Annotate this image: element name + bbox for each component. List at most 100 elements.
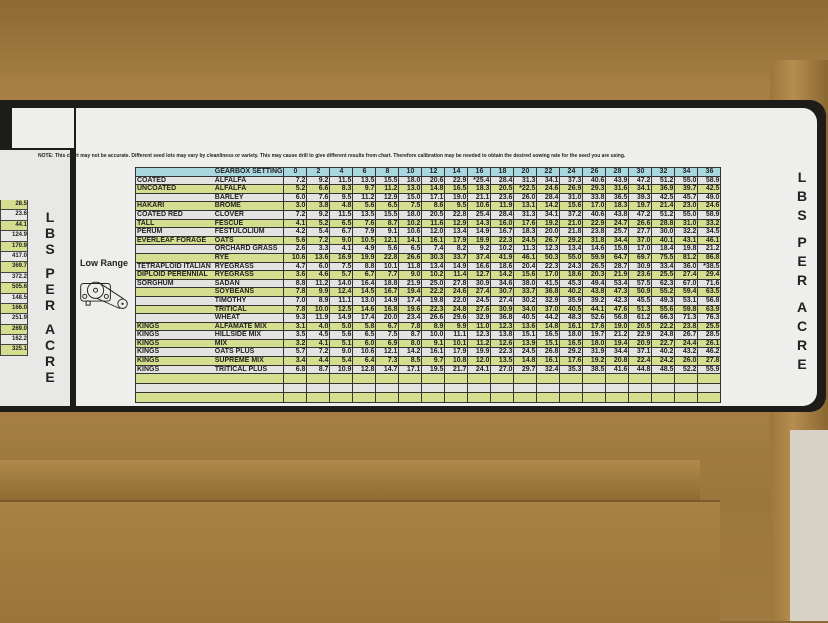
rate-cell: 25.5 [651, 270, 676, 280]
seed-cell: MIX [211, 338, 285, 349]
seed-cell: ALFALFA [211, 184, 285, 194]
empty-cell [605, 382, 630, 394]
setting-header: 16 [467, 167, 492, 177]
rate-cell: 12.3 [467, 330, 492, 340]
rate-cell: 21.9 [605, 270, 630, 280]
rate-cell: 27.8 [697, 356, 722, 366]
rate-cell: 43.8 [605, 209, 630, 220]
brand-cell: KINGS [134, 338, 212, 349]
seeding-rate-table: GEARBOX SETTING 0 2 4 6 8 10 12 14 16 18 20 22 24 26 28… [134, 167, 722, 403]
rate-cell: 24.8 [651, 330, 676, 340]
empty-cell [490, 392, 515, 403]
rate-cell: 16.6 [467, 261, 492, 272]
rate-cell: 19.7 [628, 201, 653, 211]
rate-cell: 27.7 [628, 227, 653, 237]
adjacent-chart [0, 150, 70, 406]
rate-cell: 5.6 [283, 235, 308, 246]
seed-cell: TRITICAL PLUS [211, 364, 285, 375]
rate-cell: 20.5 [421, 209, 446, 220]
rate-cell: 6.8 [283, 364, 308, 375]
rate-cell: 17.4 [352, 313, 377, 323]
rate-cell: 49.4 [582, 278, 607, 289]
rate-cell: 12.3 [490, 321, 515, 332]
rate-cell: 26.6 [628, 218, 653, 229]
range-label: Low Range [80, 258, 129, 268]
rate-cell: 44.8 [628, 364, 653, 375]
empty-cell [375, 392, 400, 403]
rate-cell: 59.8 [674, 304, 699, 315]
rate-cell: 35.3 [559, 364, 584, 375]
empty-cell [513, 392, 538, 403]
rate-cell: 18.0 [559, 330, 584, 340]
rate-cell: 11.3 [513, 244, 538, 254]
empty-cell [651, 392, 676, 403]
rate-cell: 51.3 [628, 304, 653, 315]
empty-cell [674, 392, 699, 403]
rate-cell: 12.3 [536, 244, 561, 254]
rate-cell: 20.9 [628, 338, 653, 349]
table-row: TETRAPLOID ITALIAN RYEGRASS 4.7 6.0 7.5 8.8 10… [134, 261, 722, 272]
rate-cell: 63.9 [697, 304, 722, 315]
rate-cell: 17.1 [421, 192, 446, 203]
rate-cell: 17.0 [582, 201, 607, 211]
rate-cell: 53.1 [674, 295, 699, 306]
rate-cell: 23.6 [490, 192, 515, 203]
rate-cell: 39.7 [674, 184, 699, 194]
rate-cell: 12.0 [467, 356, 492, 366]
empty-cell [651, 382, 676, 394]
rate-cell: 19.6 [398, 304, 423, 315]
rate-cell: 13.0 [398, 184, 423, 194]
rate-cell: 32.9 [467, 313, 492, 323]
setting-header: 8 [375, 167, 400, 177]
rate-cell: 37.0 [628, 235, 653, 246]
rate-cell: 5.6 [375, 244, 400, 254]
rate-cell: 4.9 [352, 244, 377, 254]
seed-cell: ORCHARD GRASS [211, 244, 285, 254]
rate-cell: 5.0 [329, 321, 354, 332]
units-letter: C [796, 318, 808, 334]
rate-cell: *38.5 [697, 261, 722, 272]
rate-cell: 14.9 [329, 313, 354, 323]
rate-cell: 24.8 [444, 304, 469, 315]
units-letter: A [44, 321, 56, 337]
rate-cell: 14.8 [513, 356, 538, 366]
rate-cell: 10.6 [352, 347, 377, 358]
empty-cell [329, 382, 354, 394]
rate-cell: 40.1 [651, 235, 676, 246]
rate-cell: 21.1 [467, 192, 492, 203]
rate-cell: 12.9 [375, 192, 400, 203]
table-row: KINGS HILLSIDE MIX 3.5 4.5 5.6 6.5 7.5 8.7 10.0 1… [134, 330, 722, 340]
rate-cell: 30.9 [628, 261, 653, 272]
setting-header: 34 [674, 167, 699, 177]
rate-cell: 13.4 [559, 244, 584, 254]
rate-cell: 47.2 [628, 209, 653, 220]
floor [790, 430, 828, 621]
rate-cell: 23.8 [582, 227, 607, 237]
rate-cell: 11.2 [375, 184, 400, 194]
units-letter: E [797, 253, 807, 269]
brand-cell [134, 304, 212, 315]
rate-cell: 4.5 [306, 330, 331, 340]
setting-header: 20 [513, 167, 538, 177]
brand-cell [134, 287, 212, 297]
rate-cell: 26.7 [674, 330, 699, 340]
brand-cell: TALL [134, 218, 212, 229]
rate-cell: 11.2 [306, 278, 331, 289]
rate-cell: 8.5 [398, 356, 423, 366]
rate-cell: 36.8 [490, 313, 515, 323]
rate-cell: 5.8 [352, 321, 377, 332]
rate-cell: 3.8 [306, 201, 331, 211]
setting-header: 12 [421, 167, 446, 177]
rate-cell: 8.6 [421, 201, 446, 211]
empty-cell [444, 382, 469, 394]
rate-cell: 17.6 [513, 218, 538, 229]
adjacent-rate-cell: 269.0 [0, 324, 28, 336]
rate-cell: 25.7 [605, 227, 630, 237]
rate-cell: 44.1 [582, 304, 607, 315]
rate-cell: 17.9 [444, 235, 469, 246]
brand-cell [134, 244, 212, 254]
rate-cell: 20.4 [513, 261, 538, 272]
empty-cell [628, 373, 653, 384]
adjacent-rate-cell: 170.9 [0, 241, 28, 252]
table-row: SOYBEANS 7.8 9.9 12.4 14.5 16.7 19.4 22.2 24.6 27… [134, 287, 722, 297]
